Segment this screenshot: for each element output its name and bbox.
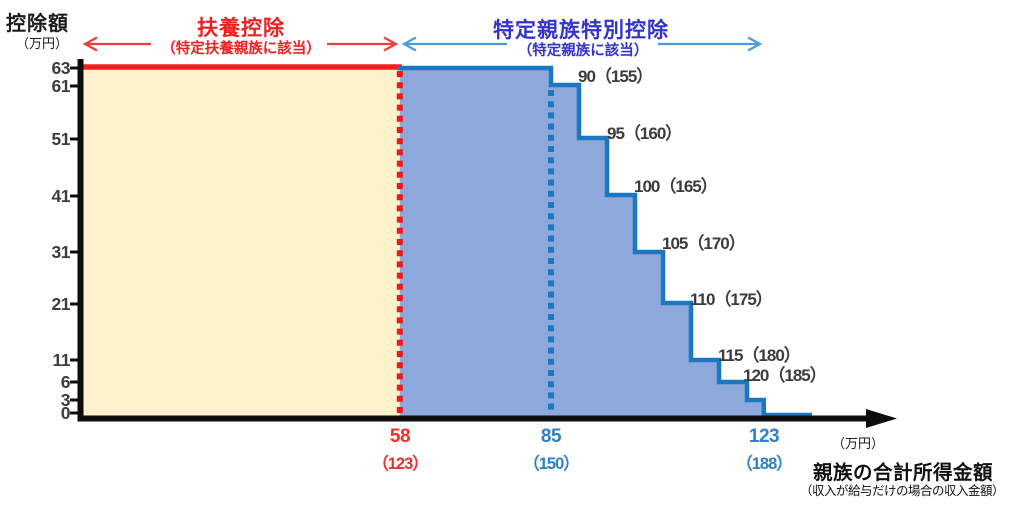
y-tick-label-63: 63 [51,58,71,78]
x-axis-subtitle: （収入が給与だけの場合の収入金額） [799,484,1005,498]
step-label-90: 90（155） [578,67,653,86]
y-tick-label-51: 51 [51,129,71,149]
x-tick-label-58: 58 [389,426,411,447]
tokutei-range-arrow-right-arrowhead-icon [747,36,763,52]
x-tick-salary-label-123: （188） [736,455,793,473]
x-axis-arrowhead [866,409,897,428]
y-tick-label-11: 11 [52,350,71,370]
fuyou-koujo-annotation-subtitle: （特定扶養親族に該当） [161,41,321,57]
x-axis-unit: （万円） [831,436,884,451]
y-tick-label-0: 0 [60,403,71,423]
y-axis-unit: （万円） [16,36,69,51]
x-tick-label-123: 123 [748,426,780,447]
y-tick-label-21: 21 [51,294,71,314]
tokutei-area [399,68,764,417]
y-axis-title: 控除額 [6,13,69,35]
step-label-115: 115（180） [718,346,801,365]
step-label-120: 120（185） [743,366,827,385]
tokutei-shinzoku-annotation-title: 特定親族特別控除 [493,19,669,42]
x-axis-title: 親族の合計所得金額 [812,462,993,484]
y-tick-label-6: 6 [60,372,71,392]
x-tick-label-85: 85 [540,426,562,447]
x-tick-salary-label-85: （150） [523,455,580,473]
step-label-95: 95（160） [607,124,682,143]
fuyou-area [80,68,400,417]
step-label-105: 105（170） [662,234,746,253]
fuyou-range-arrow-right-arrowhead-icon [383,36,399,52]
step-line [397,65,812,418]
y-tick-label-41: 41 [51,186,71,206]
x-tick-salary-label-58: （123） [372,455,429,473]
y-tick-label-61: 61 [51,76,71,96]
y-tick-label-31: 31 [51,242,71,262]
fuyou-range-arrow-left-arrowhead-icon [82,36,98,52]
step-label-110: 110（175） [690,290,773,309]
tokutei-range-arrow-left-arrowhead-icon [401,36,417,52]
step-label-100: 100（165） [634,177,718,196]
y-tick-label-3: 3 [60,390,71,410]
fuyou-koujo-annotation-title: 扶養控除 [197,17,285,40]
tokutei-shinzoku-annotation-subtitle: （特定親族に該当） [517,43,649,59]
